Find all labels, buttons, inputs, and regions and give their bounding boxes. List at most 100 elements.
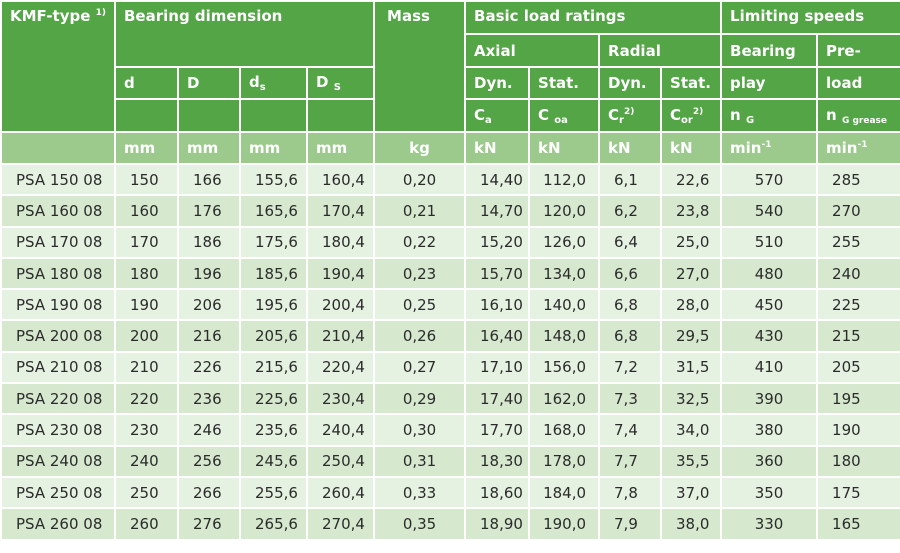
cell-ds: 255,6 [239, 475, 308, 510]
cell-ds: 165,6 [239, 194, 308, 228]
cell-ng: 410 [720, 350, 819, 385]
cell-ca: 17,40 [464, 382, 531, 416]
header-load: load [816, 66, 900, 100]
cell-D: 166 [177, 162, 241, 197]
cell-DS: 210,4 [305, 319, 376, 353]
cell-ca: 18,30 [464, 444, 531, 478]
cell-cor: 37,0 [660, 475, 723, 510]
cell-coa: 134,0 [528, 256, 601, 291]
cell-ds: 155,6 [239, 162, 308, 197]
unit-ds: mm [239, 131, 308, 165]
cell-ds: 225,6 [239, 382, 308, 416]
cell-ca: 14,40 [464, 162, 531, 197]
header-basic-load-ratings: Basic load ratings [464, 0, 723, 35]
cell-ngg: 165 [816, 507, 900, 541]
cell-d: 240 [114, 444, 179, 478]
unit-D: mm [177, 131, 241, 165]
cell-ng: 450 [720, 288, 819, 322]
table-row: PSA 260 08 260 276 265,6 270,4 0,35 18,90 190,0… [0, 507, 900, 541]
header-bearing-dimension: Bearing dimension [113, 0, 376, 68]
cell-cor: 31,5 [660, 350, 723, 385]
cell-ngg: 270 [816, 194, 900, 228]
cell-mass: 0,27 [373, 350, 467, 385]
cell-ng: 360 [720, 444, 819, 478]
cell-ca: 17,70 [464, 413, 531, 447]
cell-ds: 185,6 [239, 256, 308, 291]
cell-cr: 7,7 [598, 444, 663, 478]
cell-ng: 330 [720, 507, 819, 541]
header-DS-blank [305, 98, 376, 133]
cell-d: 160 [114, 194, 179, 228]
units-type-blank [0, 131, 116, 165]
header-d: d [114, 66, 179, 100]
table-row: PSA 150 08 150 166 155,6 160,4 0,20 14,40 112,0… [0, 162, 900, 197]
cell-type: PSA 210 08 [0, 350, 116, 385]
unit-cor: kN [660, 131, 723, 165]
cell-mass: 0,29 [373, 382, 467, 416]
cell-cor: 35,5 [660, 444, 723, 478]
bearing-table: KMF-type 1) Bearing dimension Mass Basic… [0, 0, 900, 541]
cell-ngg: 255 [816, 225, 900, 259]
header-mass: Mass [373, 0, 467, 133]
table-row: PSA 240 08 240 256 245,6 250,4 0,31 18,30 178,0… [0, 444, 900, 478]
cell-coa: 140,0 [528, 288, 601, 322]
cell-type: PSA 260 08 [0, 507, 116, 541]
cell-cr: 6,2 [598, 194, 663, 228]
cell-ngg: 225 [816, 288, 900, 322]
cell-d: 220 [114, 382, 179, 416]
cell-cr: 7,8 [598, 475, 663, 510]
cell-cr: 6,4 [598, 225, 663, 259]
header-cr: Cr2) [598, 98, 663, 133]
cell-D: 276 [177, 507, 241, 541]
cell-DS: 230,4 [305, 382, 376, 416]
cell-DS: 250,4 [305, 444, 376, 478]
cell-D: 246 [177, 413, 241, 447]
header-d-blank [114, 98, 179, 133]
cell-d: 200 [114, 319, 179, 353]
table-body: PSA 150 08 150 166 155,6 160,4 0,20 14,40 112,0… [0, 162, 900, 541]
cell-type: PSA 240 08 [0, 444, 116, 478]
table-row: PSA 170 08 170 186 175,6 180,4 0,22 15,20 126,0… [0, 225, 900, 259]
cell-type: PSA 230 08 [0, 413, 116, 447]
header-ng: n G [720, 98, 819, 133]
cell-ng: 350 [720, 475, 819, 510]
header-ds: ds [239, 66, 308, 100]
cell-cr: 7,4 [598, 413, 663, 447]
cell-ca: 16,10 [464, 288, 531, 322]
cell-mass: 0,33 [373, 475, 467, 510]
unit-coa: kN [528, 131, 601, 165]
header-axial: Axial [464, 33, 601, 68]
cell-mass: 0,22 [373, 225, 467, 259]
header-coa: C oa [528, 98, 601, 133]
cell-coa: 184,0 [528, 475, 601, 510]
cell-ca: 15,20 [464, 225, 531, 259]
cell-d: 190 [114, 288, 179, 322]
cell-ng: 480 [720, 256, 819, 291]
cell-coa: 156,0 [528, 350, 601, 385]
cell-type: PSA 190 08 [0, 288, 116, 322]
header-D: D [177, 66, 241, 100]
cell-ng: 390 [720, 382, 819, 416]
cell-DS: 200,4 [305, 288, 376, 322]
cell-ngg: 215 [816, 319, 900, 353]
cell-D: 186 [177, 225, 241, 259]
cell-ng: 380 [720, 413, 819, 447]
cell-ca: 18,90 [464, 507, 531, 541]
cell-DS: 240,4 [305, 413, 376, 447]
cell-ds: 195,6 [239, 288, 308, 322]
unit-speed1: min-1 [720, 131, 819, 165]
cell-type: PSA 150 08 [0, 162, 116, 197]
cell-cor: 22,6 [660, 162, 723, 197]
cell-cr: 6,8 [598, 319, 663, 353]
header-ca: Ca [464, 98, 531, 133]
cell-mass: 0,31 [373, 444, 467, 478]
cell-cor: 32,5 [660, 382, 723, 416]
cell-ngg: 175 [816, 475, 900, 510]
table-row: PSA 250 08 250 266 255,6 260,4 0,33 18,60 184,0… [0, 475, 900, 510]
header-kmf-type: KMF-type 1) [0, 0, 116, 133]
cell-ca: 15,70 [464, 256, 531, 291]
cell-coa: 168,0 [528, 413, 601, 447]
header-D-blank [177, 98, 241, 133]
header-dyn-axial: Dyn. [464, 66, 531, 100]
cell-d: 210 [114, 350, 179, 385]
